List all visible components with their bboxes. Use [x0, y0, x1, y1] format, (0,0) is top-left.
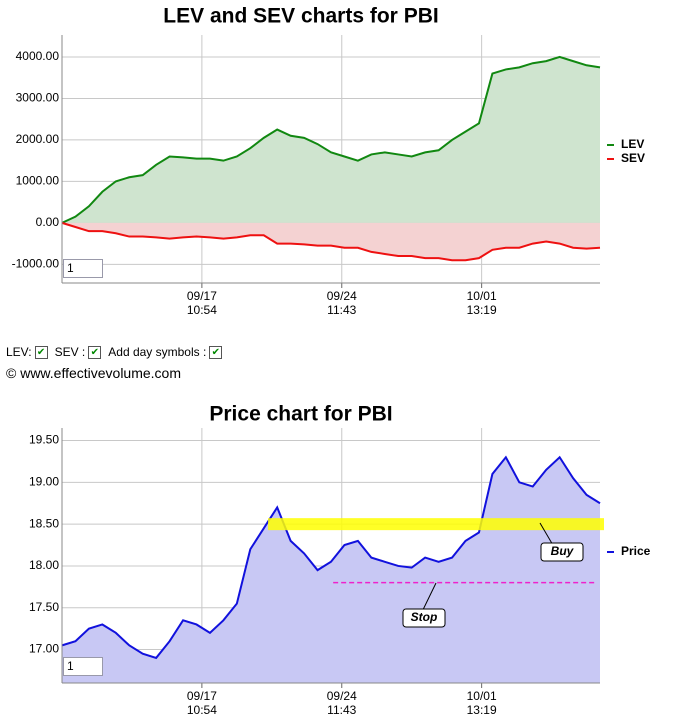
controls: LEV: ✔ SEV : ✔ Add day symbols : ✔: [6, 345, 226, 359]
checkbox[interactable]: ✔: [209, 345, 223, 359]
callout-box: [402, 608, 446, 628]
series-line: [61, 221, 601, 262]
chart-title: Price chart for PBI: [209, 403, 392, 426]
y-tick-label: 0.00: [36, 215, 60, 229]
zoom-input[interactable]: 1: [63, 259, 103, 278]
y-tick-label: 3000.00: [16, 91, 60, 105]
x-tick-label: 09/24 11:43: [326, 289, 357, 317]
callout-label: Buy: [551, 544, 575, 558]
x-tick-label: 10/01 13:19: [466, 289, 497, 317]
y-tick-label: 1000.00: [16, 174, 60, 188]
legend-label: SEV: [621, 151, 645, 165]
y-tick-label: 17.50: [29, 600, 59, 614]
x-tick-label: 09/24 11:43: [326, 689, 357, 717]
checkbox-label: LEV:: [6, 345, 32, 359]
y-tick-label: 19.50: [29, 433, 59, 447]
callout-label: Stop: [411, 610, 438, 624]
area-fill: [62, 457, 600, 683]
legend-label: Price: [621, 544, 651, 558]
copyright: © www.effectivevolume.com: [6, 365, 182, 381]
x-tick-label: 09/17 10:54: [186, 689, 217, 717]
chart-title: LEV and SEV charts for PBI: [163, 5, 438, 28]
checkbox-label: Add day symbols :: [108, 345, 207, 359]
x-tick-label: 09/17 10:54: [186, 289, 217, 317]
series-line: [61, 55, 601, 224]
y-tick-label: 2000.00: [16, 132, 60, 146]
y-tick-label: -1000.00: [12, 257, 60, 271]
x-tick-label: 10/01 13:19: [466, 689, 497, 717]
y-tick-label: 18.00: [29, 558, 59, 572]
checkbox[interactable]: ✔: [88, 345, 102, 359]
area-fill: [62, 222, 600, 261]
y-tick-label: 19.00: [29, 475, 59, 489]
y-tick-label: 4000.00: [16, 49, 60, 63]
buy-band: [268, 518, 604, 531]
legend-label: LEV: [621, 137, 644, 151]
area-fill: [62, 56, 600, 223]
checkbox[interactable]: ✔: [34, 345, 48, 359]
y-tick-label: 18.50: [29, 516, 59, 530]
y-tick-label: 17.00: [29, 642, 59, 656]
callout-box: [540, 542, 584, 562]
zoom-input[interactable]: 1: [63, 657, 103, 676]
checkbox-label: SEV :: [54, 345, 86, 359]
series-line: [61, 455, 601, 660]
